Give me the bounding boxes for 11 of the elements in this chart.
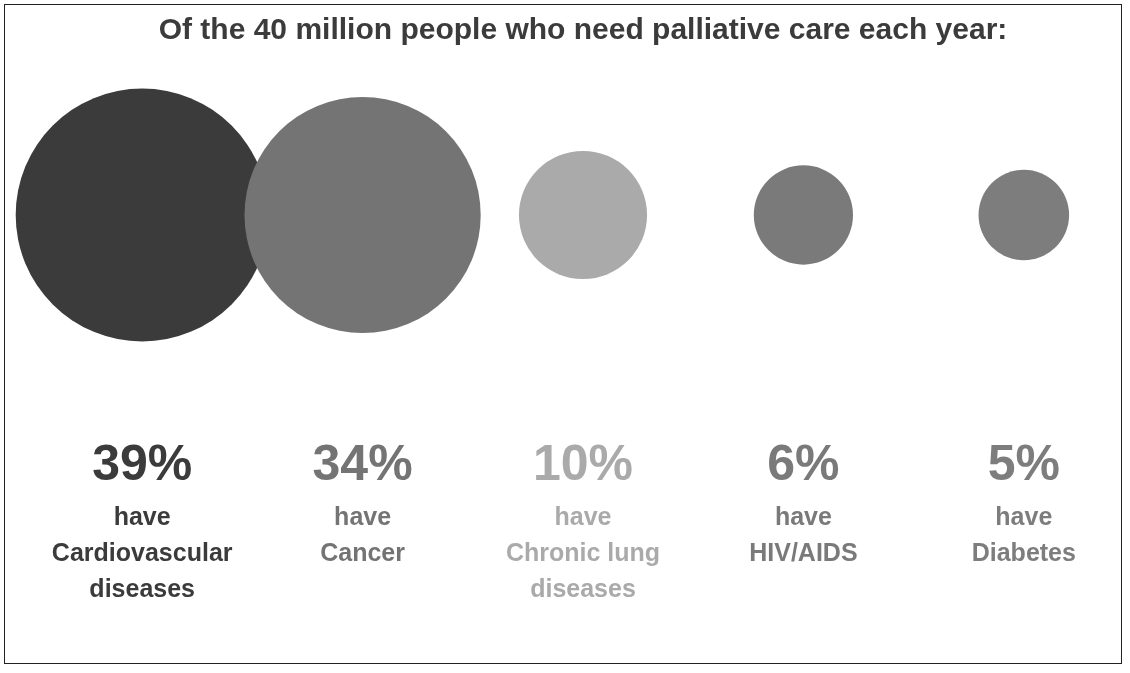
data-label: 6% — [767, 435, 840, 491]
category-label: have Diabetes — [971, 502, 1076, 566]
data-label: 39% — [92, 435, 193, 491]
category-label: have Chronic lung diseases — [505, 502, 661, 602]
data-label: 10% — [532, 435, 634, 491]
category-label: have HIV/AIDS — [749, 502, 858, 566]
category-label: have Cancer — [320, 502, 406, 566]
data-label: 34% — [312, 435, 413, 491]
text: Of the 40 million people who need palliative care each year: — [158, 12, 1008, 45]
category-label: have Cardiovascular diseases — [51, 502, 233, 602]
data-label: 5% — [987, 435, 1060, 491]
